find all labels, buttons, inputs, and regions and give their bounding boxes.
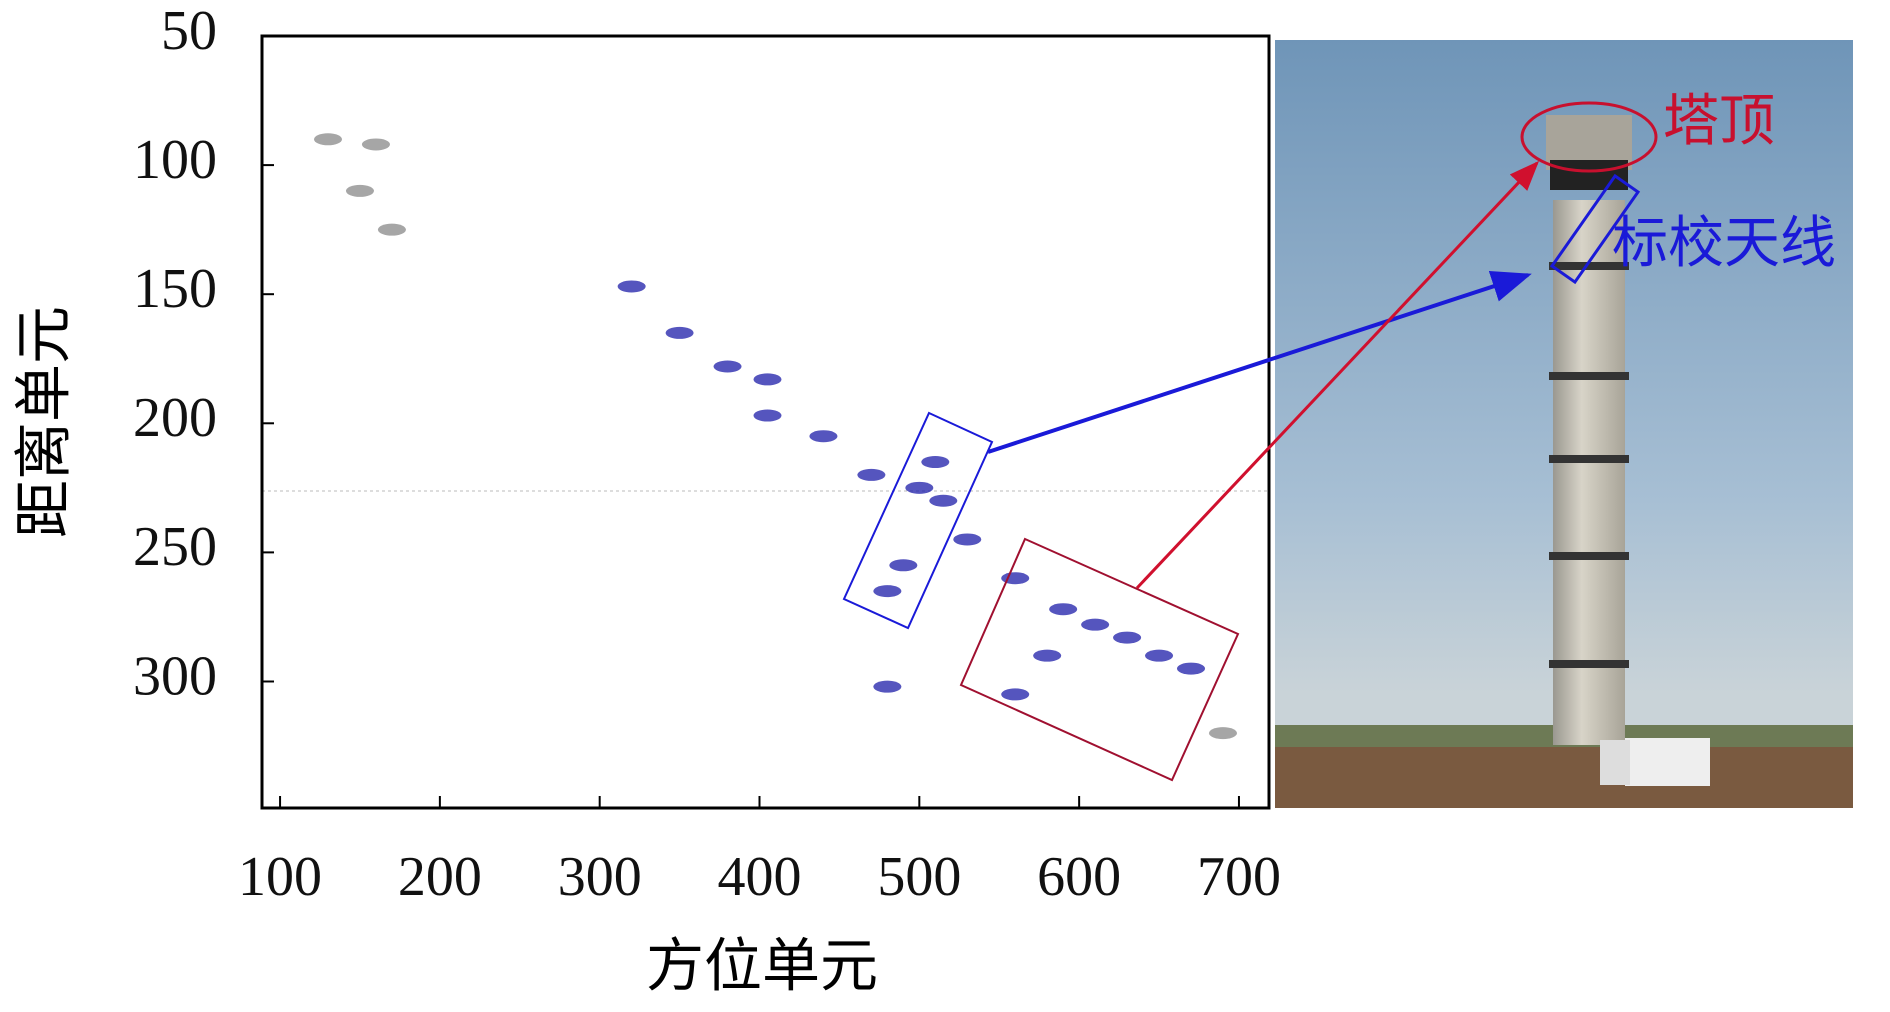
point <box>905 481 934 494</box>
x-tick-label: 200 <box>398 846 482 908</box>
y-tick-label: 300 <box>133 645 217 707</box>
point <box>1113 631 1142 644</box>
y-tick-label: 100 <box>133 129 217 191</box>
highlight-box <box>959 537 1240 782</box>
point <box>753 373 782 386</box>
point <box>1145 649 1174 662</box>
photo <box>1275 40 1853 808</box>
x-tick-label: 300 <box>558 846 642 908</box>
point <box>377 223 406 236</box>
point <box>753 409 782 422</box>
x-tick-label: 400 <box>718 846 802 908</box>
y-tick-label: 250 <box>133 516 217 578</box>
x-tick-label: 500 <box>877 846 961 908</box>
x-axis-title: 方位单元 <box>646 933 878 998</box>
y-tick-label: 150 <box>133 258 217 320</box>
point <box>1177 662 1206 675</box>
point <box>857 468 886 481</box>
point <box>361 138 390 151</box>
arrow <box>1135 160 1540 590</box>
point <box>1049 603 1078 616</box>
y-tick-label: 50 <box>161 0 217 62</box>
point <box>929 494 958 507</box>
plot-frame <box>260 34 1271 810</box>
point <box>314 133 343 146</box>
point <box>1033 649 1062 662</box>
point <box>1081 618 1110 631</box>
annotation: 标校天线 <box>1612 213 1836 275</box>
y-tick-label: 200 <box>133 387 217 449</box>
point <box>1001 688 1030 701</box>
point <box>1208 727 1237 740</box>
y-axis-title: 距离单元 <box>11 306 76 538</box>
point <box>665 326 694 339</box>
x-tick-label: 700 <box>1197 846 1281 908</box>
highlight-box <box>842 411 994 630</box>
point <box>873 585 902 598</box>
point <box>889 559 918 572</box>
point <box>617 280 646 293</box>
x-tick-label: 600 <box>1037 846 1121 908</box>
point <box>953 533 982 546</box>
annotation: 塔顶 <box>1663 91 1775 153</box>
point <box>921 456 950 469</box>
point <box>345 184 374 197</box>
arrow <box>987 271 1532 454</box>
plot-area <box>262 133 1268 740</box>
x-tick-label: 100 <box>238 846 322 908</box>
point <box>873 680 902 693</box>
point <box>809 430 838 443</box>
point <box>713 360 742 373</box>
